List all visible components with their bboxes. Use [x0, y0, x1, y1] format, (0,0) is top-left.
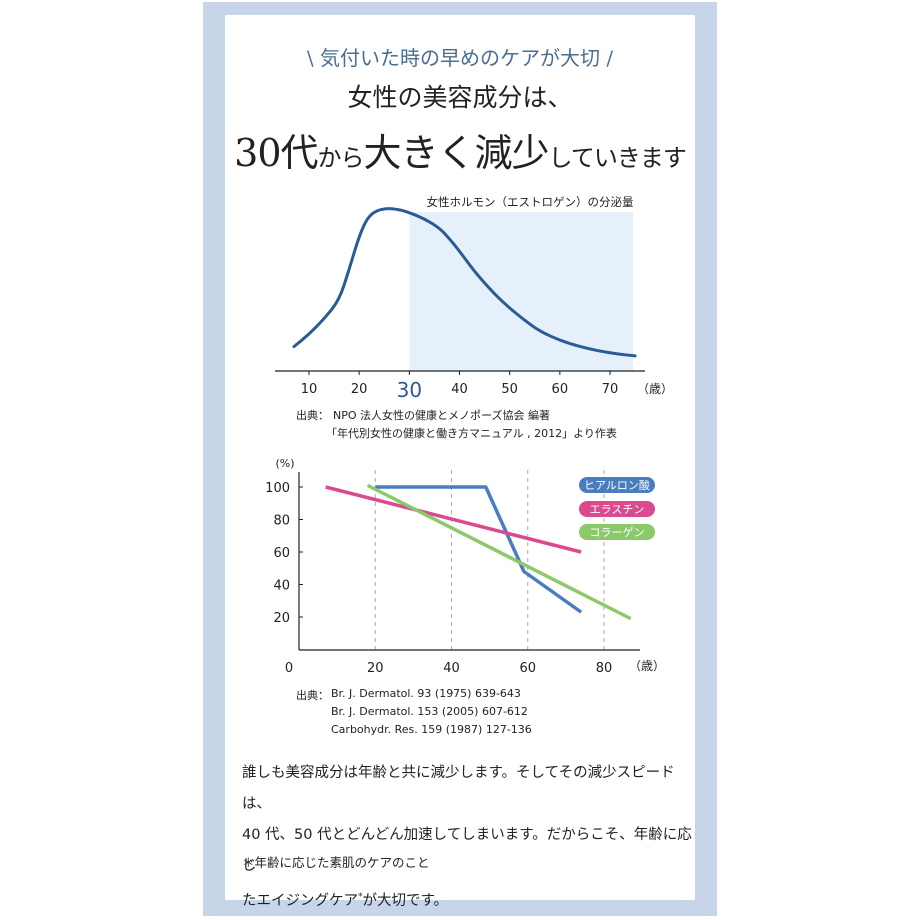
headline-emphasis: 大きく減少 — [363, 131, 550, 175]
body-line1: 誰しも美容成分は年齢と共に減少します。そしてその減少スピードは、 — [242, 765, 675, 812]
chart2-source-line3: Carbohydr. Res. 159 (1987) 127-136 — [331, 723, 532, 736]
chart2-source-line2: Br. J. Dermatol. 153 (2005) 607-612 — [331, 705, 528, 718]
chart2-x-tick: 0 — [285, 661, 293, 676]
headline-from: から — [317, 144, 365, 172]
body-line3: たエイジングケア*が大切です。 — [242, 882, 702, 917]
chart1-source-label: 出典： — [296, 409, 329, 422]
body-line3-b: が大切です。 — [362, 892, 449, 909]
chart2-x-tick: 60 — [519, 661, 536, 676]
chart2-x-tick: 80 — [596, 661, 613, 676]
chart1-x-tick-highlight: 30 — [397, 378, 422, 402]
headline-line1: 女性の美容成分は、 — [347, 83, 573, 112]
body-paragraph: 誰しも美容成分は年齢と共に減少します。そしてその減少スピードは、 40 代、50… — [242, 758, 702, 917]
chart1-x-tick: 20 — [351, 382, 368, 397]
chart1-estrogen-curve — [292, 207, 637, 358]
chart1-x-tick: 10 — [301, 382, 318, 397]
chart1-x-tick: 60 — [552, 382, 569, 397]
body-line2: 40 代、50 代とどんどん加速してしまいます。だからこそ、年齢に応じ — [242, 827, 692, 874]
body-line3-a: たエイジングケア — [242, 892, 358, 909]
chart2-x-unit: （歳） — [629, 659, 665, 673]
tagline-slash-right: / — [606, 46, 614, 70]
chart2-legend-label: コラーゲン — [590, 526, 645, 539]
chart1-title: 女性ホルモン（エストロゲン）の分泌量 — [427, 195, 634, 209]
chart1-highlight-band — [409, 212, 634, 371]
chart1-x-tick: 50 — [501, 382, 518, 397]
chart1-x-tick: 70 — [602, 382, 619, 397]
chart2-legend-badge — [579, 477, 655, 493]
chart2-x-tick: 40 — [443, 661, 460, 676]
chart1-x-unit: （歳） — [637, 382, 673, 396]
chart2-source-line1: Br. J. Dermatol. 93 (1975) 639-643 — [331, 687, 521, 700]
chart2-legend-badge — [579, 524, 655, 540]
chart2-legend-badge — [579, 501, 655, 517]
chart2-legend-label: ヒアルロン酸 — [584, 478, 650, 492]
chart1-source-line1: NPO 法人女性の健康とメノポーズ協会 編著 — [333, 409, 550, 422]
chart2-source-label: 出典： — [296, 689, 329, 702]
chart2-y-tick: 60 — [273, 546, 290, 561]
chart2-y-tick: 100 — [265, 481, 290, 496]
tagline-text: 気付いた時の早めのケアが大切 — [320, 46, 600, 70]
body-footnote-mark: * — [358, 892, 363, 902]
chart1-source-line2: 「年代別女性の健康と働き方マニュアル , 2012」より作表 — [326, 427, 617, 440]
chart1-x-tick: 40 — [451, 382, 468, 397]
chart2-y-unit: (%) — [275, 457, 294, 470]
chart2-series-line — [375, 485, 583, 614]
chart2-legend-label: エラスチン — [590, 503, 645, 516]
tagline: \ 気付いた時の早めのケアが大切 / — [225, 42, 695, 71]
chart2-y-tick: 40 — [273, 579, 290, 594]
headline-line2: 30代から大きく減少していきます — [225, 122, 695, 177]
tagline-slash-left: \ — [306, 46, 314, 70]
headline-age: 30代 — [234, 131, 318, 175]
chart2-y-tick: 80 — [273, 514, 290, 529]
chart2-series-line — [366, 483, 632, 621]
content-panel — [225, 15, 695, 900]
chart2-x-tick: 20 — [367, 661, 384, 676]
footnote: ＊年齢に応じた素肌のケアのこと — [242, 855, 430, 870]
headline-suffix: していきます — [548, 144, 687, 172]
chart2-series-line — [325, 485, 582, 554]
chart2-y-tick: 20 — [273, 611, 290, 626]
